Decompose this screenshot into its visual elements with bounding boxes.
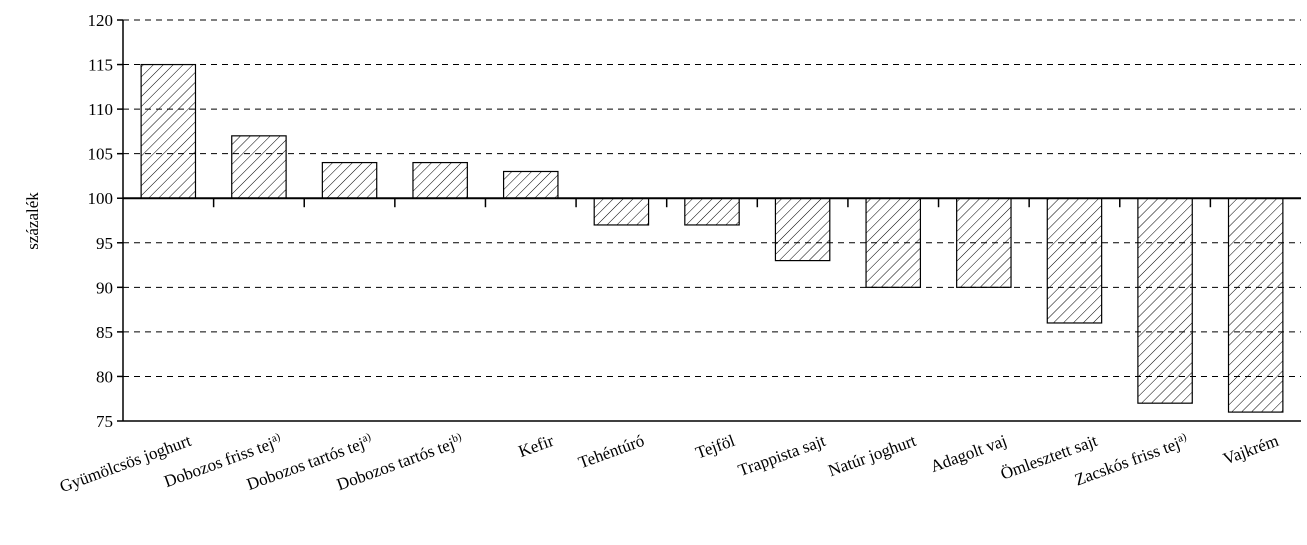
bar — [1227, 197, 1284, 413]
category-label: Vajkrém — [1220, 431, 1281, 469]
category-label: Tejföl — [693, 431, 738, 463]
axes — [117, 19, 1301, 422]
bars — [140, 63, 1284, 413]
y-tick-label: 80 — [96, 367, 113, 386]
bar — [502, 170, 559, 199]
y-tick-label: 95 — [96, 234, 113, 253]
category-label: Trappista sajt — [736, 431, 829, 480]
y-tick-label: 120 — [88, 11, 114, 30]
category-label: Kefir — [516, 431, 557, 461]
y-axis-label: százalék — [23, 192, 42, 250]
y-tick-label: 85 — [96, 323, 113, 342]
y-tick-label: 110 — [88, 100, 113, 119]
bar — [321, 161, 378, 199]
category-label: Tehéntúró — [576, 431, 647, 472]
gridlines — [123, 19, 1301, 377]
y-tick-label: 105 — [88, 145, 114, 164]
y-tick-label: 100 — [88, 189, 114, 208]
category-label: Natúr joghurt — [826, 431, 919, 480]
bar — [140, 63, 197, 199]
bar — [412, 161, 468, 199]
bar — [774, 197, 831, 262]
bar — [956, 197, 1012, 288]
bar — [1137, 197, 1193, 404]
y-tick-label: 115 — [88, 56, 113, 75]
y-tick-labels: 75 80 85 90 95 100 105 110 115 120 — [88, 11, 114, 431]
bar — [1046, 197, 1103, 324]
category-label: Adagolt vaj — [928, 431, 1009, 476]
y-tick-label: 90 — [96, 278, 113, 297]
bar — [684, 197, 740, 226]
bar — [593, 197, 650, 226]
bar — [865, 197, 922, 288]
bar — [231, 135, 287, 199]
y-tick-label: 75 — [96, 412, 113, 431]
